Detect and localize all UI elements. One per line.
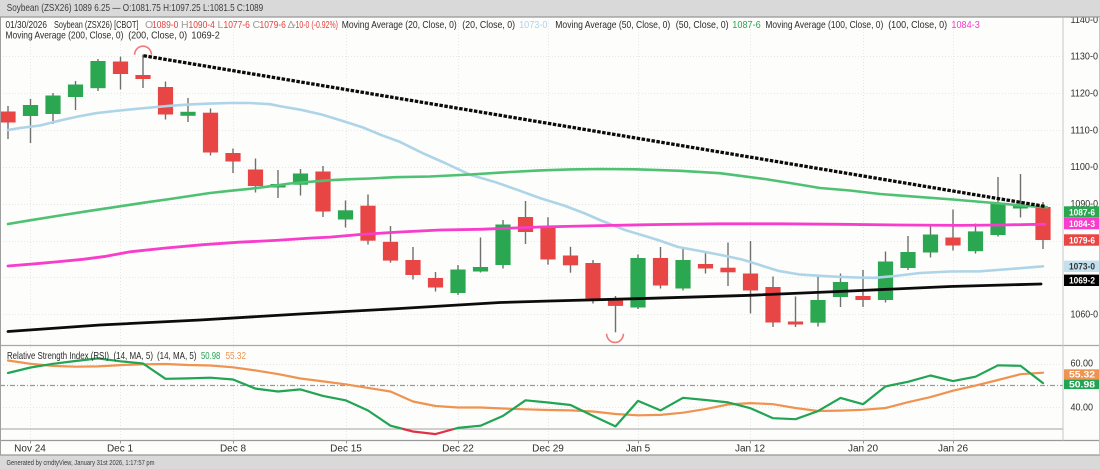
svg-text:1060-0: 1060-0 [1071, 310, 1099, 321]
svg-text:Moving Average (100, Close, 0): Moving Average (100, Close, 0) [765, 19, 883, 31]
svg-text:Dec 15: Dec 15 [330, 444, 362, 455]
svg-text:(14, MA, 5): (14, MA, 5) [157, 350, 197, 362]
svg-text:Jan 26: Jan 26 [938, 444, 968, 455]
svg-text:60.00: 60.00 [1071, 359, 1094, 370]
svg-text:1079-6: 1079-6 [260, 19, 286, 31]
svg-text:(100, Close, 0): (100, Close, 0) [888, 19, 947, 31]
svg-text:Moving Average (20, Close, 0): Moving Average (20, Close, 0) [342, 19, 457, 31]
svg-text:Moving Average (200, Close, 0): Moving Average (200, Close, 0) [6, 29, 124, 41]
svg-text:Δ: Δ [288, 19, 295, 31]
svg-text:40.00: 40.00 [1071, 402, 1094, 413]
svg-text:Jan 12: Jan 12 [735, 444, 765, 455]
svg-text:Generated by cmdtyView, Januar: Generated by cmdtyView, January 31st 202… [7, 458, 155, 467]
svg-text:1077-6: 1077-6 [224, 19, 250, 31]
svg-text:1130-0: 1130-0 [1071, 52, 1099, 63]
svg-text:L: L [218, 19, 224, 31]
svg-text:1084-3: 1084-3 [1069, 219, 1095, 230]
svg-text:Dec 22: Dec 22 [442, 444, 474, 455]
svg-text:55.32: 55.32 [1069, 370, 1095, 381]
svg-text:1100-0: 1100-0 [1071, 162, 1099, 173]
svg-text:1090-0: 1090-0 [1071, 199, 1099, 210]
svg-text:Dec 29: Dec 29 [532, 444, 564, 455]
svg-text:1140-0: 1140-0 [1071, 15, 1099, 26]
svg-text:Soybean (ZSX26) [CBOT]: Soybean (ZSX26) [CBOT] [54, 19, 139, 31]
svg-text:C: C [253, 19, 261, 31]
svg-text:(20, Close, 0): (20, Close, 0) [462, 19, 515, 31]
svg-text:1090-4: 1090-4 [189, 19, 215, 31]
svg-text:O: O [145, 19, 153, 31]
svg-text:1087-6: 1087-6 [1069, 207, 1095, 218]
svg-text:Moving Average (50, Close, 0): Moving Average (50, Close, 0) [555, 19, 670, 31]
svg-text:55.32: 55.32 [226, 350, 247, 362]
svg-text:Dec 8: Dec 8 [220, 444, 247, 455]
svg-text:H: H [181, 19, 189, 31]
svg-text:1087-6: 1087-6 [732, 19, 761, 31]
svg-text:(50, Close, 0): (50, Close, 0) [676, 19, 729, 31]
svg-text:Dec 1: Dec 1 [107, 444, 134, 455]
svg-text:1084-3: 1084-3 [951, 19, 980, 31]
svg-text:1069-2: 1069-2 [191, 29, 220, 41]
svg-text:Soybean (ZSX26) 1089 6.25 — O:: Soybean (ZSX26) 1089 6.25 — O:1081.75 H:… [7, 2, 264, 14]
svg-text:1089-0: 1089-0 [152, 19, 178, 31]
svg-text:Relative Strength Index (RSI): Relative Strength Index (RSI) [7, 350, 109, 362]
svg-text:1110-0: 1110-0 [1071, 125, 1099, 136]
svg-text:50.98: 50.98 [1069, 380, 1095, 391]
svg-text:1073-0: 1073-0 [519, 19, 548, 31]
svg-text:(200, Close, 0): (200, Close, 0) [128, 29, 187, 41]
svg-text:Nov 24: Nov 24 [14, 444, 46, 455]
svg-text:-10-0 (-0.92%): -10-0 (-0.92%) [293, 19, 338, 31]
svg-text:(14, MA, 5): (14, MA, 5) [114, 350, 154, 362]
svg-text:01/30/2026: 01/30/2026 [6, 19, 48, 31]
svg-text:1120-0: 1120-0 [1071, 89, 1099, 100]
svg-text:1073-0: 1073-0 [1069, 262, 1095, 273]
svg-text:Jan 5: Jan 5 [626, 444, 651, 455]
svg-text:Jan 20: Jan 20 [848, 444, 878, 455]
svg-text:1069-2: 1069-2 [1069, 276, 1095, 287]
svg-text:1079-6: 1079-6 [1069, 235, 1095, 246]
svg-text:50.98: 50.98 [201, 350, 220, 362]
